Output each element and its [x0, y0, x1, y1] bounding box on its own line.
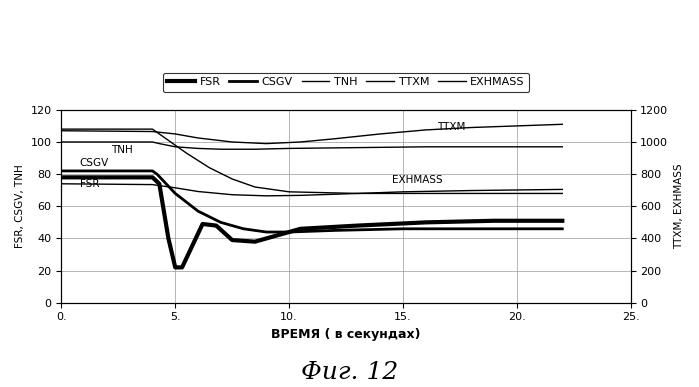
Text: Фиг. 12: Фиг. 12 [301, 361, 398, 384]
Y-axis label: TTXM, EXHMASS: TTXM, EXHMASS [674, 163, 684, 249]
Text: EXHMASS: EXHMASS [391, 175, 442, 185]
Text: TNH: TNH [112, 145, 134, 155]
Y-axis label: FSR, CSGV, TNH: FSR, CSGV, TNH [15, 164, 25, 248]
X-axis label: ВРЕМЯ ( в секундах): ВРЕМЯ ( в секундах) [271, 328, 421, 341]
Text: TTXM: TTXM [437, 122, 466, 132]
Legend: FSR, CSGV, TNH, TTXM, EXHMASS: FSR, CSGV, TNH, TTXM, EXHMASS [163, 73, 529, 92]
Text: FSR: FSR [80, 179, 99, 188]
Text: CSGV: CSGV [80, 158, 109, 168]
